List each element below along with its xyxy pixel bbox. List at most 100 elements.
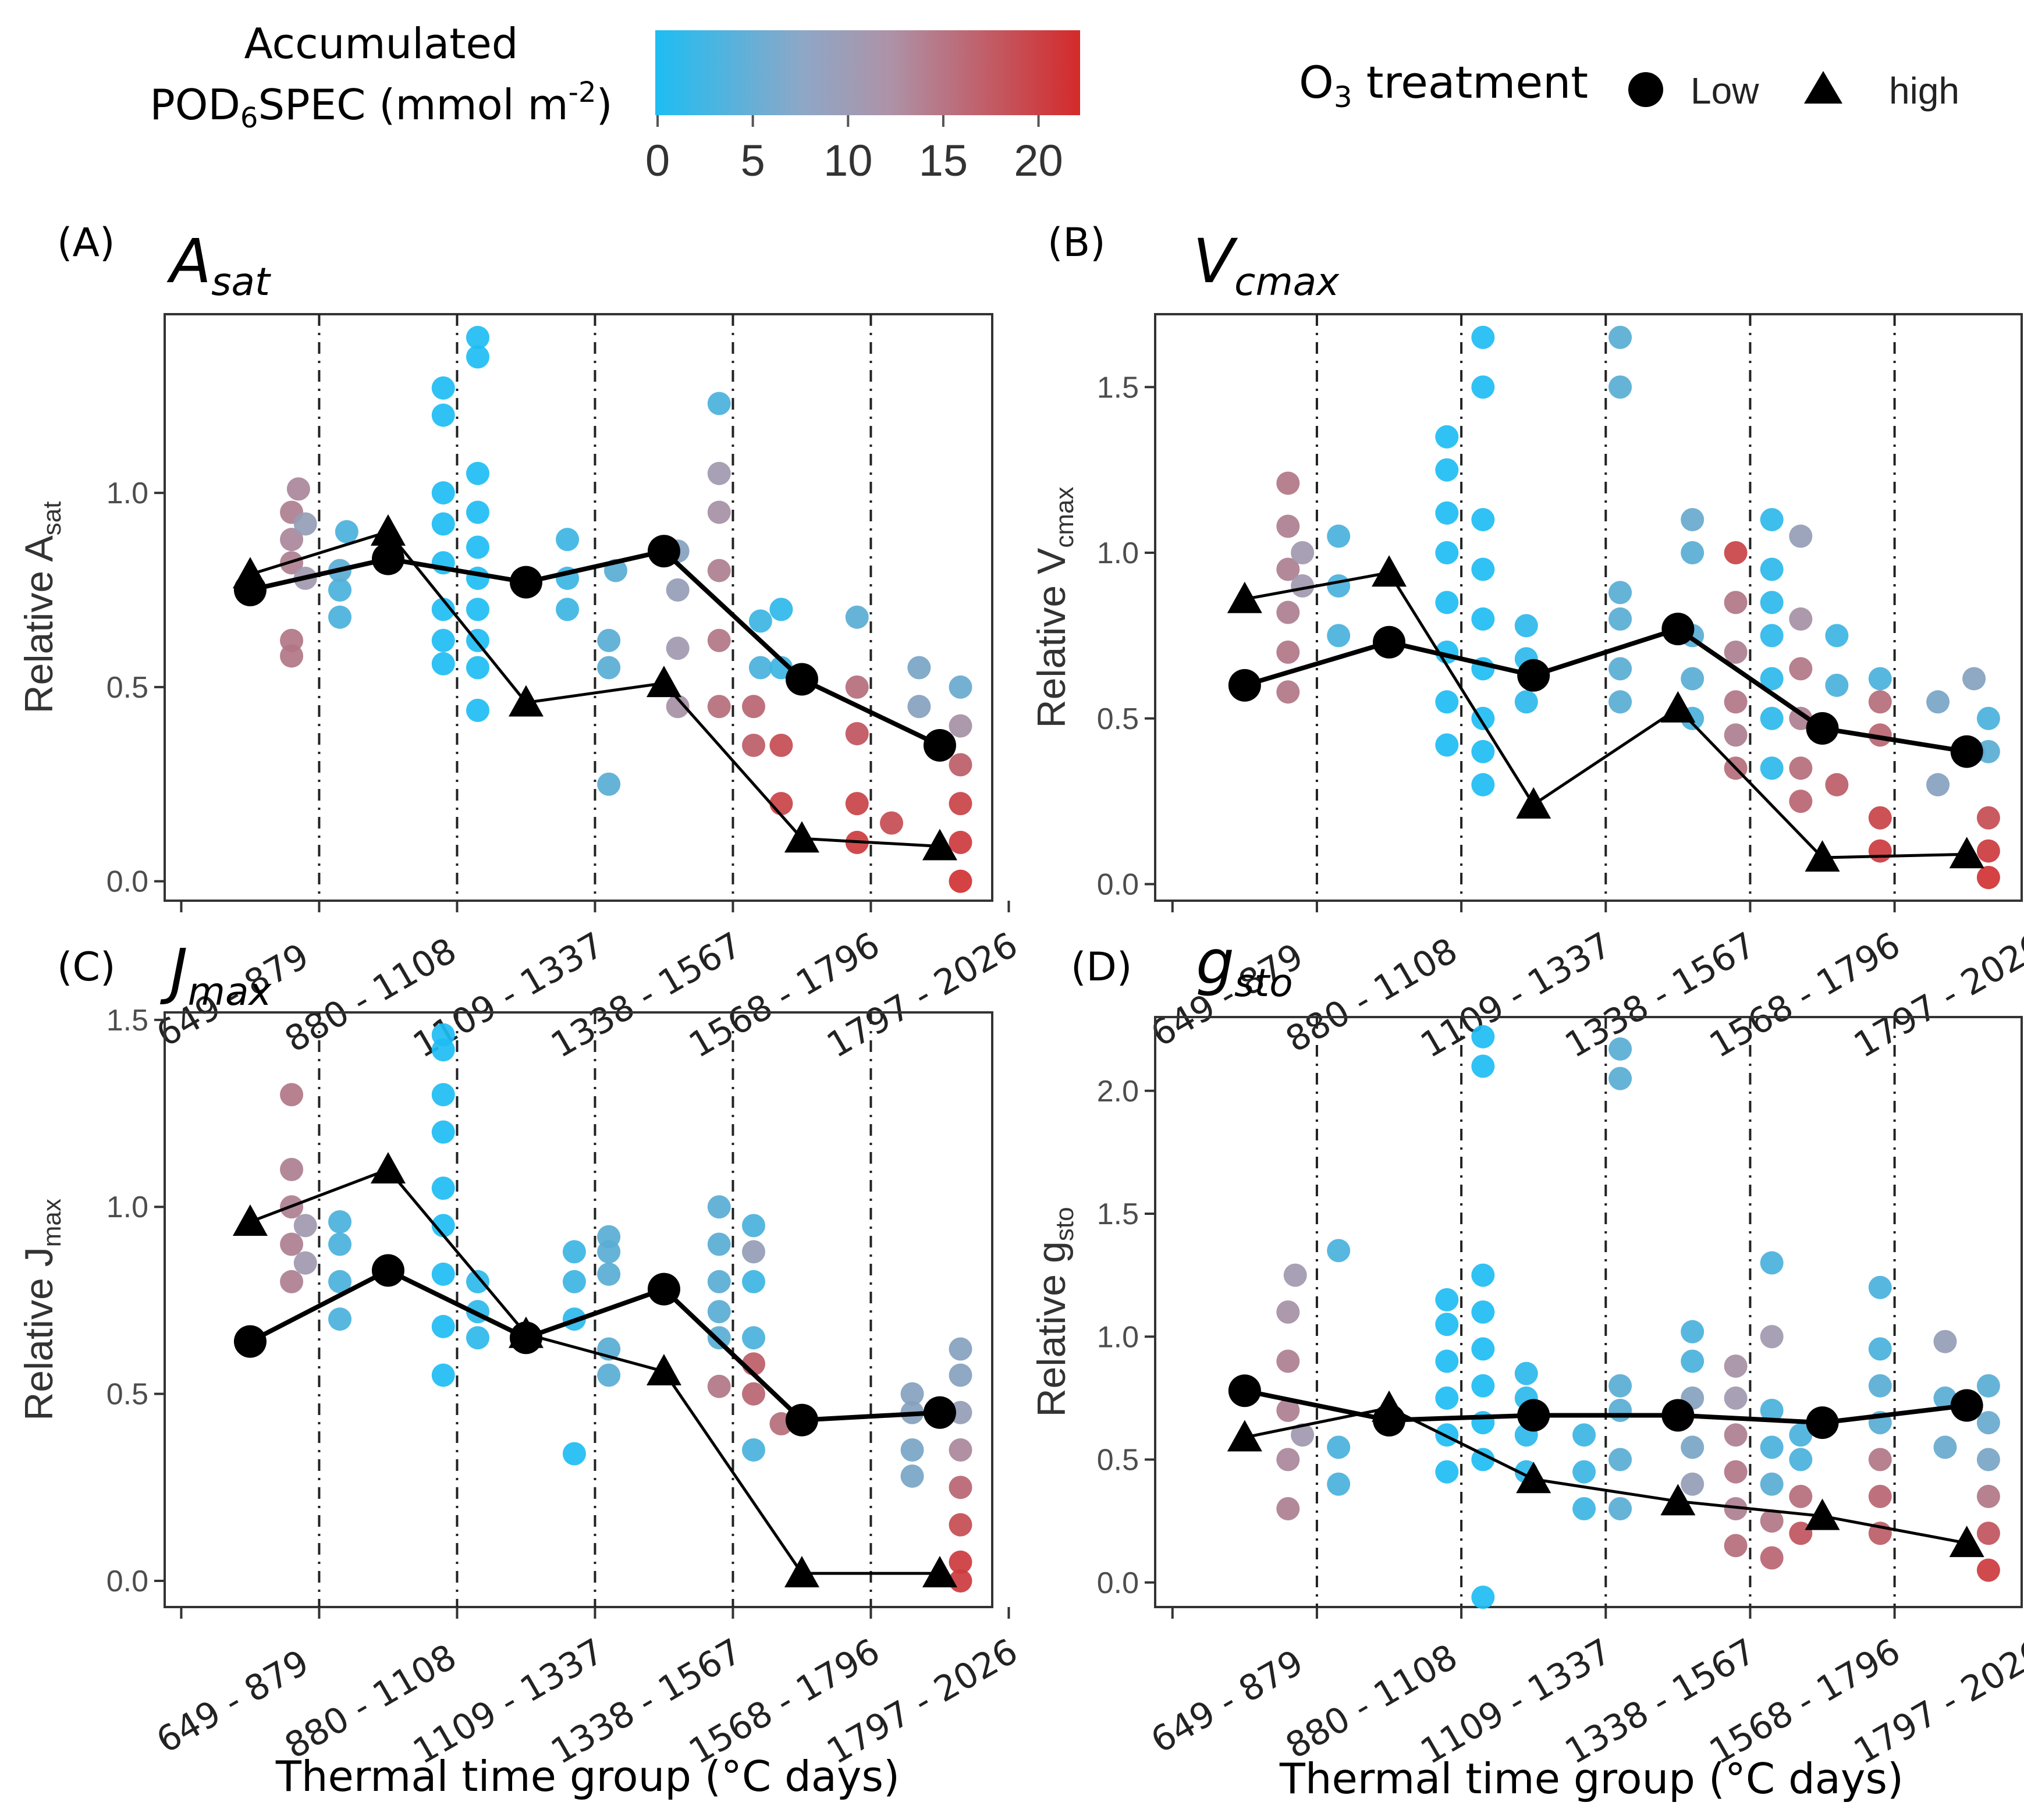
scatter-point (466, 326, 489, 350)
legend: O3 treatment Low high (1299, 56, 1959, 114)
mean-marker-high (646, 666, 681, 698)
scatter-point (741, 1326, 765, 1350)
scatter-point (1681, 1320, 1705, 1343)
scatter-point (707, 500, 731, 524)
panel-title: gsto (1196, 927, 1293, 1005)
y-axis-label-main: Relative g (1029, 1241, 1074, 1417)
panel-title-main: g (1196, 927, 1234, 998)
legend-title-sub: 3 (1334, 80, 1352, 114)
series-line-low (1244, 626, 1968, 754)
scatter-point (1471, 773, 1495, 797)
scatter-point (1471, 740, 1495, 763)
scatter-point (1976, 1484, 2000, 1508)
scatter-point (1868, 839, 1892, 863)
scatter-point (707, 1195, 731, 1219)
panel-tag: (D) (1071, 944, 1132, 990)
mean-marker-high (1516, 787, 1551, 819)
scatter-point (1608, 1374, 1632, 1398)
panel-tag: (C) (57, 944, 116, 990)
scatter-point (431, 1176, 455, 1200)
colorbar-gradient (655, 30, 1080, 115)
scatter-point (1933, 1435, 1957, 1459)
scatter-point (907, 695, 931, 719)
mean-marker-high (1516, 1462, 1551, 1494)
scatter-point (845, 792, 869, 816)
scatter-point (1681, 541, 1705, 565)
scatter-point (666, 695, 690, 719)
scatter-point (1471, 557, 1495, 581)
scatter-point (293, 512, 317, 536)
scatter-point (1435, 1386, 1459, 1410)
scatter-point (949, 1550, 972, 1574)
scatter-point (1471, 1374, 1495, 1398)
scatter-point (1608, 581, 1632, 605)
mean-marker-low (1950, 1389, 1983, 1422)
scatter-point (1825, 673, 1849, 697)
scatter-point (741, 695, 765, 719)
y-axis-label: Relative Vcmax (1029, 486, 1079, 728)
scatter-points (280, 326, 972, 893)
scatter-point (1327, 574, 1351, 598)
y-tick-label: 1.0 (106, 1190, 148, 1224)
scatter-point (1760, 591, 1784, 614)
scatter-point (280, 628, 304, 652)
mean-marker-low (1228, 669, 1261, 702)
y-tick-label: 1.5 (1097, 371, 1139, 404)
scatter-point (328, 1307, 351, 1331)
scatter-point (1608, 657, 1632, 681)
scatter-point (1435, 690, 1459, 714)
scatter-point (1868, 1448, 1892, 1471)
scatter-point (1435, 425, 1459, 449)
colorbar-ticks: 0 5 10 15 20 (645, 115, 1063, 186)
scatter-point (1760, 1325, 1784, 1349)
colorbar-tick-label: 0 (645, 136, 670, 186)
scatter-point (1724, 1423, 1748, 1447)
scatter-point (1291, 1423, 1315, 1447)
scatter-point (1868, 1484, 1892, 1508)
scatter-point (1327, 1472, 1351, 1496)
mean-marker-low (647, 1272, 680, 1306)
scatter-point (1435, 541, 1459, 565)
scatter-point (949, 1337, 972, 1361)
mean-marker-low (1373, 625, 1406, 659)
scatter-point (431, 1214, 455, 1238)
y-axis-label: Relative Asat (17, 502, 66, 714)
scatter-point (1926, 690, 1950, 714)
colorbar-title-pod: POD (150, 80, 240, 129)
scatter-point (741, 1382, 765, 1406)
plot-frame (164, 1011, 993, 1608)
scatter-point (466, 535, 489, 559)
y-axis-label-sub: cmax (1050, 486, 1079, 548)
scatter-point (1724, 1497, 1748, 1520)
scatter-point (1276, 471, 1300, 495)
scatter-point (949, 1513, 972, 1537)
colorbar-tick-label: 20 (1014, 136, 1063, 186)
scatter-point (741, 1438, 765, 1462)
scatter-point (1926, 773, 1950, 797)
mean-marker-low (923, 1396, 956, 1429)
panel-tag: (A) (57, 220, 115, 266)
mean-marker-high (1227, 581, 1262, 613)
scatter-point (431, 1262, 455, 1286)
colorbar-title-end: ) (596, 80, 613, 129)
scatter-point (1276, 600, 1300, 624)
scatter-point (748, 656, 772, 680)
scatter-point (1608, 325, 1632, 349)
mean-marker-low (647, 535, 680, 568)
scatter-point (1471, 1448, 1495, 1471)
y-tick-label: 1.0 (106, 477, 148, 510)
scatter-point (1471, 607, 1495, 631)
scatter-point (1572, 1497, 1596, 1520)
mean-marker-high (370, 514, 406, 546)
scatter-point (466, 345, 489, 369)
panel-title-main: J (159, 936, 188, 1007)
scatter-point (1760, 706, 1784, 730)
scatter-point (1435, 1288, 1459, 1311)
scatter-point (1435, 733, 1459, 757)
scatter-point (431, 376, 455, 400)
scatter-point (1327, 1239, 1351, 1263)
plot-frame (1154, 1016, 2023, 1608)
scatter-point (328, 605, 351, 629)
scatter-points (1276, 325, 2000, 890)
